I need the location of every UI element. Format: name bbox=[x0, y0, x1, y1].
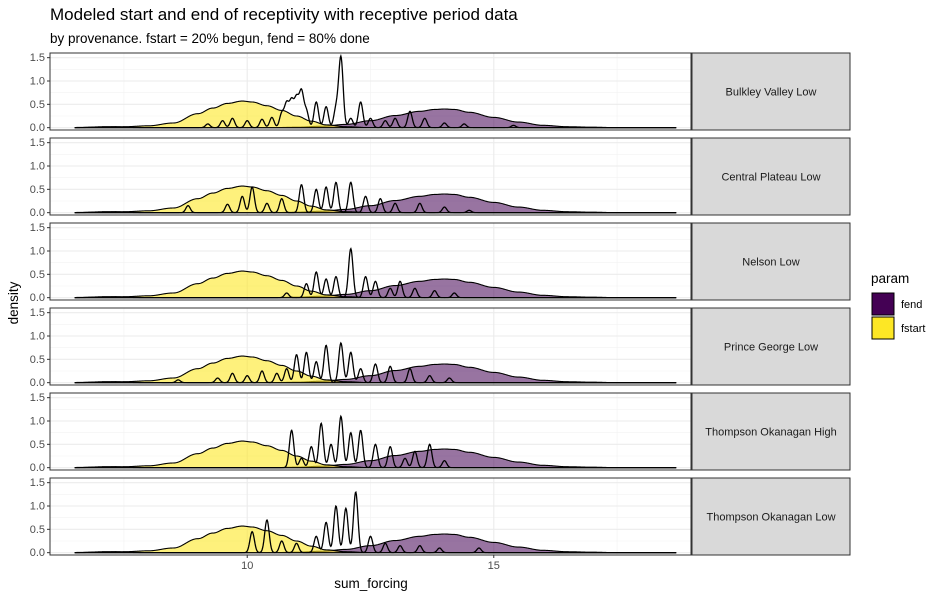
receptive-period-density-line bbox=[74, 490, 677, 554]
facet-panel: 0.0 0.5 1.0 1.5 Nelson Low bbox=[30, 222, 851, 304]
legend-key-fend bbox=[871, 292, 895, 316]
legend-key-fstart bbox=[871, 316, 895, 340]
y-tick-label: 1.0 bbox=[30, 246, 45, 258]
receptive-period-density-line bbox=[74, 53, 677, 129]
y-tick-label: 1.0 bbox=[30, 76, 45, 88]
facet-strip-label: Central Plateau Low bbox=[721, 172, 820, 184]
receptive-period-density-line bbox=[74, 247, 677, 299]
panels-layer: 0.0 0.5 1.0 1.5 Bulkley Valley Low 0.0 0.5 1.0 1… bbox=[30, 52, 851, 572]
facet-strip bbox=[691, 52, 851, 131]
facet-strip bbox=[691, 477, 851, 556]
legend-title: param bbox=[871, 271, 909, 286]
facet-strip bbox=[691, 307, 851, 386]
y-tick-label: 1.5 bbox=[30, 392, 45, 404]
chart-subtitle: by provenance. fstart = 20% begun, fend … bbox=[50, 31, 370, 46]
y-tick-label: 0.5 bbox=[30, 99, 45, 111]
panel-border bbox=[49, 477, 692, 556]
y-tick-label: 1.5 bbox=[30, 52, 45, 64]
y-tick-label: 1.5 bbox=[30, 477, 45, 489]
y-tick-label: 1.5 bbox=[30, 307, 45, 319]
y-tick-label: 1.0 bbox=[30, 416, 45, 428]
y-tick-label: 1.5 bbox=[30, 222, 45, 234]
x-axis-title: sum_forcing bbox=[334, 576, 408, 591]
facet-strip-label: Thompson Okanagan Low bbox=[706, 512, 835, 524]
facet-panel: 0.0 0.5 1.0 1.5 Prince George Low bbox=[30, 307, 851, 389]
y-tick-label: 0.5 bbox=[30, 439, 45, 451]
y-tick-label: 1.5 bbox=[30, 137, 45, 149]
facet-strip bbox=[691, 137, 851, 216]
facet-strip-label: Nelson Low bbox=[742, 257, 800, 269]
facet-panel: 0.0 0.5 1.0 1.5 Thompson Okanagan High bbox=[30, 392, 851, 474]
y-tick-label: 0.0 bbox=[30, 122, 45, 134]
chart-title: Modeled start and end of receptivity wit… bbox=[50, 5, 518, 24]
facet-panel: 0.0 0.5 1.0 1.5 Central Plateau Low bbox=[30, 137, 851, 219]
receptive-period-density-line bbox=[74, 181, 677, 214]
panel-border bbox=[49, 222, 692, 301]
y-tick-label: 1.0 bbox=[30, 501, 45, 513]
y-tick-label: 0.0 bbox=[30, 207, 45, 219]
panel-border bbox=[49, 52, 692, 131]
y-tick-label: 1.0 bbox=[30, 161, 45, 173]
panel-border bbox=[49, 392, 692, 471]
x-tick-label: 10 bbox=[241, 560, 253, 572]
y-tick-label: 0.5 bbox=[30, 354, 45, 366]
receptive-period-density-line bbox=[74, 414, 677, 469]
y-tick-label: 0.5 bbox=[30, 524, 45, 536]
panel-border bbox=[49, 307, 692, 386]
legend-label-fstart: fstart bbox=[901, 323, 925, 335]
y-tick-label: 1.0 bbox=[30, 331, 45, 343]
facet-strip-label: Bulkley Valley Low bbox=[726, 87, 817, 99]
legend: param fend fstart bbox=[871, 271, 925, 340]
y-tick-label: 0.0 bbox=[30, 377, 45, 389]
facet-panel: 0.0 0.5 1.0 1.5 Thompson Okanagan Low 10 15 bbox=[30, 477, 851, 572]
y-tick-label: 0.5 bbox=[30, 184, 45, 196]
facet-strip-label: Prince George Low bbox=[724, 342, 818, 354]
y-tick-label: 0.0 bbox=[30, 547, 45, 559]
facet-strip bbox=[691, 392, 851, 471]
panel-border bbox=[49, 137, 692, 216]
facet-panel: 0.0 0.5 1.0 1.5 Bulkley Valley Low bbox=[30, 52, 851, 134]
x-tick-label: 15 bbox=[488, 560, 500, 572]
y-tick-label: 0.5 bbox=[30, 269, 45, 281]
y-axis-title: density bbox=[6, 281, 21, 324]
facet-strip-label: Thompson Okanagan High bbox=[705, 427, 836, 439]
receptive-period-density-line bbox=[74, 341, 677, 384]
y-tick-label: 0.0 bbox=[30, 462, 45, 474]
facet-strip bbox=[691, 222, 851, 301]
legend-label-fend: fend bbox=[901, 299, 922, 311]
y-tick-label: 0.0 bbox=[30, 292, 45, 304]
